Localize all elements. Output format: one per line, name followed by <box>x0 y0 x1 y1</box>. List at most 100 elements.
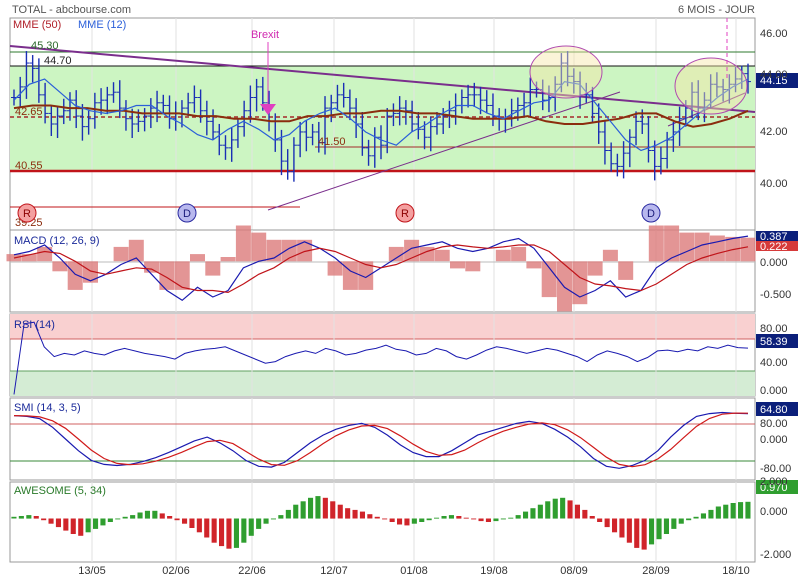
macd-hist-bar <box>235 225 251 262</box>
x-tick-label: 02/06 <box>162 565 190 577</box>
awesome-bar <box>700 513 706 519</box>
awesome-bar <box>426 518 432 521</box>
brexit-label: Brexit <box>251 29 279 41</box>
smi-value-badge <box>756 402 798 416</box>
awesome-bar <box>545 501 551 519</box>
x-tick-label: 22/06 <box>238 565 266 577</box>
awesome-bar <box>686 518 692 521</box>
awesome-bar <box>671 518 677 529</box>
awesome-ytick-0: 0.000 <box>760 506 788 518</box>
macd-hist-bar <box>220 257 236 262</box>
downtrend-line <box>9 45 756 113</box>
x-tick-label: 01/08 <box>400 565 428 577</box>
rsi-ytick-80: 80.00 <box>760 323 788 335</box>
macd-hist-bar <box>205 261 221 276</box>
x-tick-label: 12/07 <box>320 565 348 577</box>
signal-r-2-circle <box>395 203 415 223</box>
awesome-bar <box>85 518 91 533</box>
brexit-arrow-head <box>260 104 276 115</box>
awesome-bar <box>115 518 121 520</box>
awesome-bar <box>293 504 299 519</box>
awesome-bar <box>404 518 410 526</box>
awesome-bar <box>337 504 343 519</box>
macd-hist-bar <box>709 235 725 262</box>
awesome-bar <box>463 517 469 519</box>
awesome-ytick-2: 2.000 <box>760 476 788 488</box>
awesome-bar <box>552 498 558 519</box>
awesome-bar <box>107 518 113 522</box>
awesome-bar <box>478 518 484 522</box>
signal-d-2-letter: D <box>647 208 655 220</box>
awesome-ytick-neg2: -2.000 <box>760 549 791 561</box>
awesome-bar <box>204 518 210 538</box>
awesome-bar <box>389 518 395 522</box>
awesome-bar <box>560 497 566 519</box>
smi-grid <box>91 398 737 480</box>
legend-mme12: MME (12) <box>78 19 126 31</box>
macd-hist-bar <box>113 246 129 262</box>
awesome-bar <box>33 516 39 519</box>
macd-hist-bar <box>174 261 190 290</box>
macd-hist-bar <box>342 261 358 290</box>
price-ytick-46: 46.00 <box>760 28 788 40</box>
smi-title: SMI (14, 3, 5) <box>14 402 81 414</box>
awesome-bar <box>352 509 358 519</box>
awesome-bar <box>270 518 276 520</box>
awesome-bar <box>182 518 188 524</box>
awesome-bar <box>226 518 232 549</box>
macd-hist-bar <box>618 261 634 280</box>
rsi-value: 58.39 <box>760 336 788 348</box>
macd-hist-bar <box>465 261 481 272</box>
signal-r-1: R <box>17 203 37 223</box>
awesome-bar <box>574 504 580 519</box>
awesome-bar <box>723 504 729 519</box>
signal-d-2-circle <box>641 203 661 223</box>
awesome-title: AWESOME (5, 34) <box>14 485 106 497</box>
awesome-bar <box>11 516 17 519</box>
smi-line <box>13 411 749 469</box>
price-channel-band <box>10 66 755 172</box>
awesome-bar <box>248 518 254 536</box>
x-tick-label: 13/05 <box>78 565 106 577</box>
awesome-bar <box>730 503 736 519</box>
macd-hist-bar <box>144 261 160 273</box>
awesome-bar <box>63 518 69 531</box>
smi-signal-line <box>13 412 749 468</box>
awesome-bar <box>315 496 321 519</box>
awesome-bar <box>152 510 158 519</box>
awesome-bar <box>485 518 491 522</box>
awesome-bar <box>285 509 291 519</box>
awesome-bar <box>189 518 195 528</box>
awesome-bar <box>211 518 217 543</box>
smi-panel-frame <box>9 397 756 481</box>
awesome-bar <box>144 510 150 519</box>
awesome-bar <box>500 518 506 520</box>
awesome-bar <box>130 515 136 519</box>
x-tick-label: 08/09 <box>560 565 588 577</box>
awesome-bar <box>441 516 447 519</box>
price-ytick-42: 42.00 <box>760 126 788 138</box>
price-ytick-40: 40.00 <box>760 178 788 190</box>
awesome-bar <box>523 511 529 519</box>
awesome-bar <box>397 518 403 525</box>
macd-hist-bar <box>67 261 83 290</box>
rsi-line <box>13 321 749 395</box>
smi-ytick-80: 80.00 <box>760 418 788 430</box>
awesome-bar <box>589 516 595 519</box>
smi-panel: SMI (14, 3, 5) 64.80 80.00 0.000 -80.00 <box>9 397 798 481</box>
awesome-bar <box>263 518 269 524</box>
macd-hist-bar <box>358 261 374 290</box>
macd-hist-bar <box>37 246 53 262</box>
awesome-bar <box>693 516 699 519</box>
macd-hist-bar <box>679 232 695 262</box>
awesome-bar <box>530 508 536 519</box>
macd-hist-bar <box>526 261 542 269</box>
awesome-bar <box>137 512 143 519</box>
awesome-bar <box>656 518 662 540</box>
awesome-bar <box>48 518 54 524</box>
awesome-bar <box>93 518 99 529</box>
awesome-bar <box>174 518 180 521</box>
macd-hist-bar <box>572 261 588 305</box>
macd-hist-bar <box>740 237 756 262</box>
